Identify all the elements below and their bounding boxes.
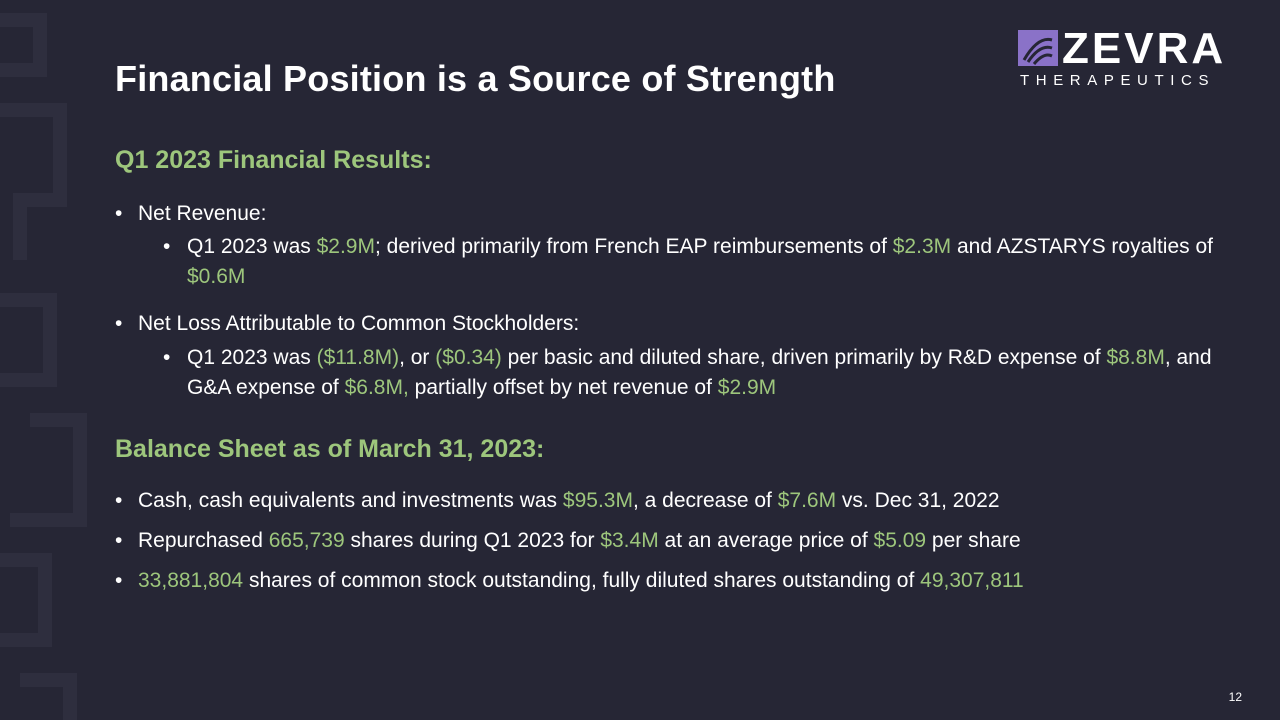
repurchase-bullet: • Repurchased 665,739 shares during Q1 2… xyxy=(115,526,1215,556)
net-revenue-offset-value: $2.9M xyxy=(717,376,777,399)
text-span: partially offset by net revenue of xyxy=(408,376,718,399)
balance-sheet-heading: Balance Sheet as of March 31, 2023: xyxy=(115,435,545,463)
net-revenue-bullet: • Net Revenue: xyxy=(115,199,1215,229)
bullet-dot: • xyxy=(163,346,171,369)
slide-title: Financial Position is a Source of Streng… xyxy=(115,58,836,99)
eap-value: $2.3M xyxy=(892,235,952,258)
average-price-value: $5.09 xyxy=(873,529,927,552)
repurchased-shares-value: 665,739 xyxy=(268,529,345,552)
q1-results-heading: Q1 2023 Financial Results: xyxy=(115,146,432,174)
text-span: at an average price of xyxy=(658,529,874,552)
net-revenue-label: Net Revenue: xyxy=(138,202,267,225)
royalties-value: $0.6M xyxy=(187,265,246,288)
logo-subtitle: THERAPEUTICS xyxy=(1020,72,1216,89)
text-span: Repurchased xyxy=(138,529,269,552)
repurchase-amount-value: $3.4M xyxy=(600,529,659,552)
ga-expense-value: $6.8M, xyxy=(344,376,409,399)
text-span: vs. Dec 31, 2022 xyxy=(836,489,1000,512)
logo-wordmark: ZEVRA xyxy=(1062,24,1227,73)
text-span: , and G&A expense of xyxy=(187,346,1212,399)
net-loss-label: Net Loss Attributable to Common Stockhol… xyxy=(138,312,580,335)
text-span: , or xyxy=(399,346,436,369)
bullet-dot: • xyxy=(115,489,123,512)
text-span: per share xyxy=(926,529,1021,552)
page-number: 12 xyxy=(1228,690,1242,704)
text-span: and AZSTARYS royalties of xyxy=(951,235,1213,258)
rd-expense-value: $8.8M xyxy=(1106,346,1165,369)
net-loss-bullet: • Net Loss Attributable to Common Stockh… xyxy=(115,309,1215,339)
diluted-shares-value: 49,307,811 xyxy=(920,569,1024,592)
text-span: shares during Q1 2023 for xyxy=(344,529,601,552)
net-revenue-detail: • Q1 2023 was $2.9M; derived primarily f… xyxy=(163,232,1223,292)
cash-decrease-value: $7.6M xyxy=(777,489,837,512)
decorative-stripe-pattern xyxy=(0,13,87,720)
per-share-value: ($0.34) xyxy=(435,346,502,369)
text-span: Q1 2023 was xyxy=(187,346,317,369)
text-span: ; derived primarily from French EAP reim… xyxy=(374,235,893,258)
text-span: shares of common stock outstanding, full… xyxy=(243,569,921,592)
text-span: Cash, cash equivalents and investments w… xyxy=(138,489,563,512)
text-span: Q1 2023 was xyxy=(187,235,317,258)
common-shares-value: 33,881,804 xyxy=(138,569,244,592)
cash-value: $95.3M xyxy=(562,489,633,512)
bullet-dot: • xyxy=(115,529,123,552)
cash-bullet: • Cash, cash equivalents and investments… xyxy=(115,486,1215,516)
zevra-mark-icon xyxy=(1018,30,1058,66)
bullet-dot: • xyxy=(115,312,123,335)
text-span: , a decrease of xyxy=(632,489,778,512)
net-loss-detail: • Q1 2023 was ($11.8M), or ($0.34) per b… xyxy=(163,343,1223,403)
zevra-logo: ZEVRA THERAPEUTICS xyxy=(1016,24,1241,94)
shares-outstanding-bullet: • 33,881,804 shares of common stock outs… xyxy=(115,566,1215,596)
net-loss-value: ($11.8M) xyxy=(316,346,400,369)
bullet-dot: • xyxy=(115,569,123,592)
bullet-dot: • xyxy=(163,235,171,258)
net-revenue-value: $2.9M xyxy=(316,235,375,258)
text-span: per basic and diluted share, driven prim… xyxy=(501,346,1107,369)
bullet-dot: • xyxy=(115,202,123,225)
